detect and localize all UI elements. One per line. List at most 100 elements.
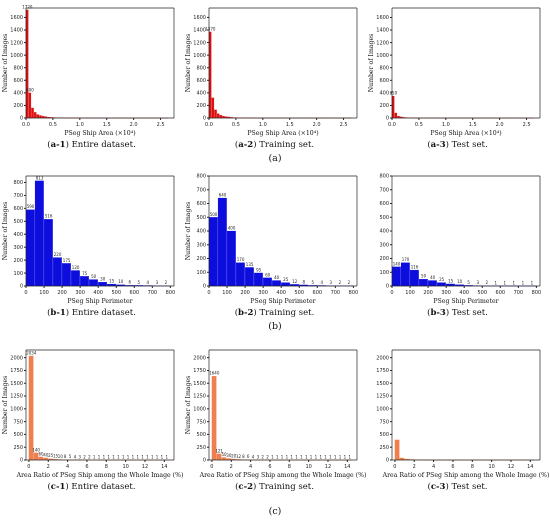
x-tick-label: 700 xyxy=(148,290,158,296)
y-tick-label: 0 xyxy=(386,116,389,122)
bar-label: 95 xyxy=(256,267,262,272)
y-tick-label: 1000 xyxy=(10,53,23,59)
bar xyxy=(391,266,401,287)
x-tick-label: 4 xyxy=(432,464,435,470)
bar-label: 10 xyxy=(58,454,64,459)
chart-panel-c-2: 1640 121 50 30 20 12 8 6 4 3 2 2 1 1 1 1 1 1 1 1 1 1 1 1 1 1 1 1 1 0 2… xyxy=(183,342,366,507)
caption-b-2: (b-2) Training set. xyxy=(234,308,315,318)
bar-label: 640 xyxy=(219,193,227,198)
bar xyxy=(52,257,62,287)
bar-label: 50 xyxy=(221,452,227,457)
x-tick-label: 2 xyxy=(413,464,416,470)
x-tick-label: 14 xyxy=(161,464,167,470)
caption-a-1: (a-1) Entire dataset. xyxy=(47,140,136,150)
x-tick-label: 0.0 xyxy=(22,122,30,128)
y-tick-label: 1200 xyxy=(376,40,389,46)
y-tick-label: 250 xyxy=(13,445,23,451)
bar-label: 350 xyxy=(390,91,398,96)
bar-label: 10 xyxy=(457,279,463,284)
y-tick-label: 1000 xyxy=(376,53,389,59)
x-tick-label: 700 xyxy=(514,290,524,296)
y-tick-label: 400 xyxy=(13,91,23,97)
bar-label: 1 xyxy=(281,454,284,459)
bar-label: 1 xyxy=(276,454,279,459)
bar-label: 50 xyxy=(421,274,427,279)
x-tick-label: 2.0 xyxy=(313,122,321,128)
bar-label: 25 xyxy=(439,277,445,282)
y-tick-label: 0 xyxy=(20,116,23,122)
bar xyxy=(217,197,227,287)
x-tick-label: 2.5 xyxy=(523,122,531,128)
bar xyxy=(36,114,40,119)
x-tick-label: 200 xyxy=(240,290,250,296)
x-tick-label: 6 xyxy=(268,464,271,470)
y-tick-label: 1250 xyxy=(10,394,23,400)
caption-text: Test set. xyxy=(451,308,488,318)
x-tick-label: 0 xyxy=(393,464,396,470)
bar-label: 170 xyxy=(237,257,245,262)
x-tick-label: 10 xyxy=(305,464,311,470)
y-tick-label: 100 xyxy=(379,270,389,276)
bar xyxy=(211,97,215,119)
y-tick-label: 1750 xyxy=(10,368,23,374)
y-tick-label: 500 xyxy=(13,432,23,438)
y-tick-label: 1000 xyxy=(376,407,389,413)
x-tick-label: 6 xyxy=(85,464,88,470)
y-tick-label: 200 xyxy=(196,256,206,262)
x-tick-label: 2.0 xyxy=(496,122,504,128)
chart-a-3: 350 0.0 0.5 1.0 1.5 2.0 2.5 0 200 400 600 800 1000 12… xyxy=(368,7,541,137)
y-tick-label: 1500 xyxy=(10,381,23,387)
bar xyxy=(28,355,34,461)
y-axis-label: Number of Images xyxy=(2,376,9,435)
bar xyxy=(437,282,446,287)
bar-label: 175 xyxy=(63,258,71,263)
bar xyxy=(427,280,437,287)
y-axis-label: Number of Images xyxy=(2,202,9,261)
x-axis-label: PSeg Ship Perimeter xyxy=(67,298,132,305)
y-tick-label: 0 xyxy=(203,458,206,464)
bar-label: 516 xyxy=(45,214,53,219)
x-tick-label: 0.5 xyxy=(49,122,57,128)
x-tick-label: 10 xyxy=(122,464,128,470)
bar-label: 135 xyxy=(246,262,254,267)
chart-panel-b-3: 140 170 116 50 40 25 15 10 5 3 2 1 1 1 1 1 0 100 200 300 400… xyxy=(366,168,549,333)
bar xyxy=(281,282,290,287)
bar-label: 20 xyxy=(231,453,237,458)
y-tick-label: 200 xyxy=(13,258,23,264)
bar xyxy=(39,115,42,119)
y-tick-label: 300 xyxy=(196,242,206,248)
x-tick-label: 500 xyxy=(477,290,487,296)
y-axis-label: Number of Images xyxy=(368,34,375,93)
bar-label: 120 xyxy=(72,265,80,270)
bar-label: 40 xyxy=(430,275,436,280)
bar-label: 1 xyxy=(286,454,289,459)
bar xyxy=(89,279,98,287)
bar-label: 140 xyxy=(393,261,401,266)
caption-c-3: (c-3) Test set. xyxy=(427,482,488,492)
y-tick-label: 700 xyxy=(196,187,206,193)
bar-label: 2 xyxy=(339,280,342,285)
bar-label: 60 xyxy=(38,451,44,456)
bar xyxy=(33,112,37,119)
bar-label: 400 xyxy=(26,87,34,92)
y-tick-label: 2000 xyxy=(376,355,389,361)
y-tick-label: 800 xyxy=(13,65,23,71)
x-tick-label: 1.5 xyxy=(469,122,477,128)
x-tick-label: 300 xyxy=(441,290,451,296)
y-tick-label: 200 xyxy=(196,103,206,109)
x-tick-label: 12 xyxy=(325,464,331,470)
y-tick-label: 500 xyxy=(379,215,389,221)
bar xyxy=(25,209,35,287)
x-tick-label: 400 xyxy=(93,290,103,296)
caption-text: Training set. xyxy=(259,308,315,318)
bar xyxy=(98,282,107,287)
x-tick-label: 14 xyxy=(344,464,350,470)
bar-label: 116 xyxy=(411,265,419,270)
chart-panel-c-3: 0 2 4 6 8 10 12 14 0 250 500 750 1000 1250 1500 1750 200… xyxy=(366,342,549,507)
x-tick-label: 0 xyxy=(207,290,210,296)
x-tick-label: 1.0 xyxy=(259,122,267,128)
caption-c-2: (c-2) Training set. xyxy=(235,482,314,492)
x-tick-label: 800 xyxy=(166,290,176,296)
bar-label: 140 xyxy=(32,447,40,452)
y-axis-label: Number of Images xyxy=(185,202,192,261)
